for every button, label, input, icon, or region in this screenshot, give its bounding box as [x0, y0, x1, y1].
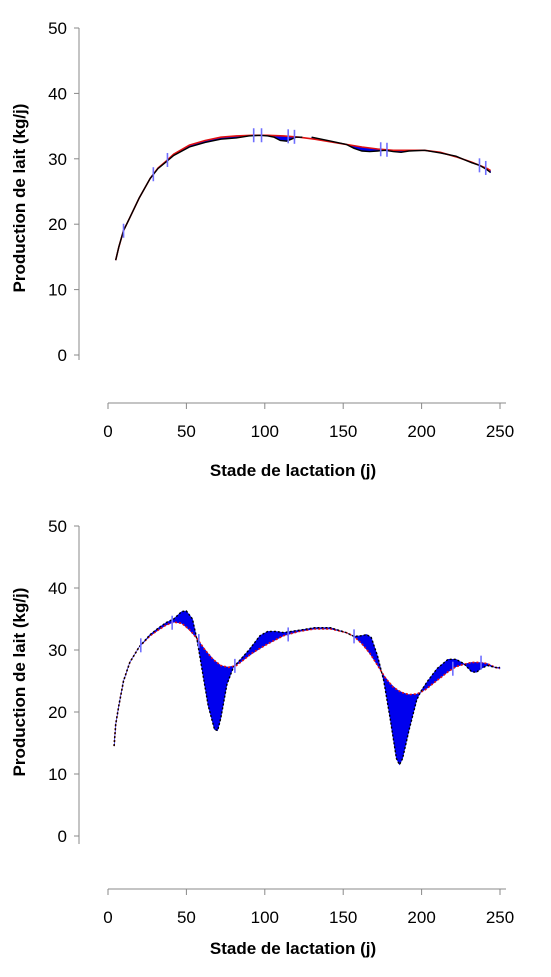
y-tick-label: 0: [58, 827, 67, 846]
deviation-fill: [113, 610, 501, 766]
lactation-curve-chart-1: 0 10 20 30 40 50 0 50 100 150 200 250 Production d…: [0, 0, 551, 486]
y-tick-label: 20: [48, 703, 67, 722]
x-tick-label: 200: [407, 422, 435, 441]
y-tick-label: 30: [48, 150, 67, 169]
x-tick-label: 0: [103, 422, 112, 441]
x-tick-label: 50: [177, 422, 196, 441]
deviation-area-1: [115, 134, 491, 261]
x-axis-title-2: Stade de lactation (j): [210, 939, 376, 958]
lactation-curve-chart-2: 0 10 20 30 40 50 0 50 100 150 200 250 Production d…: [0, 486, 551, 972]
x-tick-label: 100: [251, 422, 279, 441]
deviation-area-2: [113, 610, 501, 766]
y-tick-label: 20: [48, 215, 67, 234]
y-tick-label: 30: [48, 641, 67, 660]
chart-2-svg: 0 10 20 30 40 50 0 50 100 150 200 250 Production d…: [10, 517, 514, 958]
y-tick-label: 50: [48, 19, 67, 38]
y-axis-1: 0 10 20 30 40 50: [48, 19, 80, 365]
y-tick-label: 40: [48, 84, 67, 103]
markers-2: [139, 615, 482, 676]
x-axis-1: 0 50 100 150 200 250: [103, 402, 514, 441]
markers-1: [122, 128, 487, 238]
x-axis-2: 0 50 100 150 200 250: [103, 888, 514, 927]
y-axis-title-1: Production de lait (kg/j): [10, 104, 29, 293]
observed-curve: [311, 136, 491, 174]
observed-curve: [115, 134, 303, 261]
observed-curve: [113, 610, 500, 767]
x-tick-label: 200: [407, 908, 435, 927]
series-1: [114, 134, 491, 261]
x-tick-label: 100: [251, 908, 279, 927]
y-tick-label: 10: [48, 281, 67, 300]
y-tick-label: 10: [48, 765, 67, 784]
y-axis-title-2: Production de lait (kg/j): [10, 588, 29, 777]
x-tick-label: 150: [329, 422, 357, 441]
y-tick-label: 40: [48, 579, 67, 598]
chart-1-svg: 0 10 20 30 40 50 0 50 100 150 200 250 Production d…: [10, 19, 514, 480]
series-2: [113, 610, 501, 767]
y-axis-2: 0 10 20 30 40 50: [48, 517, 80, 846]
x-axis-title-1: Stade de lactation (j): [210, 461, 376, 480]
x-tick-label: 150: [329, 908, 357, 927]
y-tick-label: 0: [58, 346, 67, 365]
x-tick-label: 250: [486, 422, 514, 441]
deviation-fill: [115, 134, 303, 261]
model-curve: [113, 621, 501, 747]
x-tick-label: 50: [177, 908, 196, 927]
y-tick-label: 50: [48, 517, 67, 536]
x-tick-label: 0: [103, 908, 112, 927]
x-tick-label: 250: [486, 908, 514, 927]
model-curve: [114, 134, 491, 261]
